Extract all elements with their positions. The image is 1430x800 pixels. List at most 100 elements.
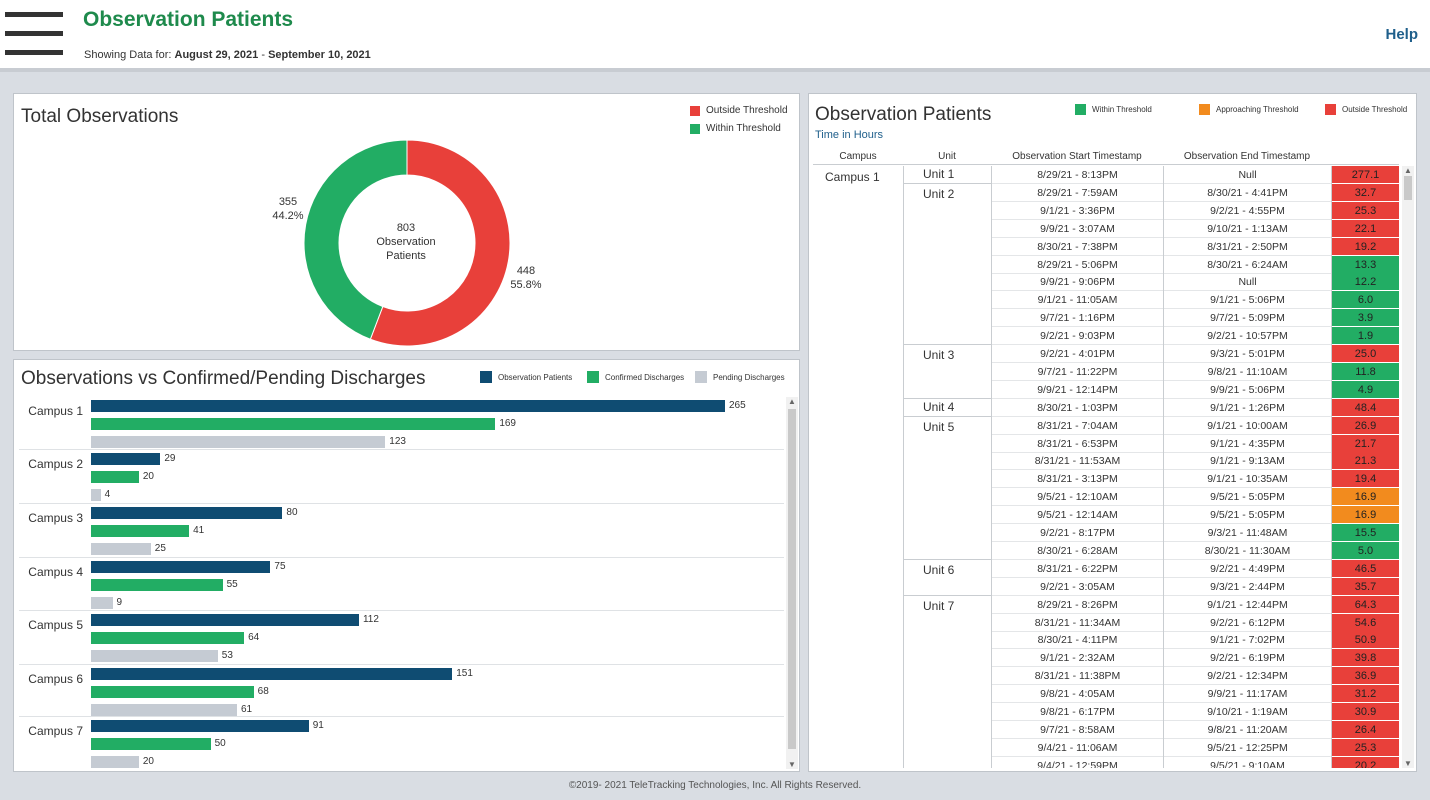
bar-value-label: 29 [164,453,176,464]
pending-bar[interactable] [91,650,218,662]
table-body[interactable]: Campus 1 Unit 1 8/29/21 - 8:13PM Null 277.1 U… [813,166,1399,768]
table-row[interactable]: 9/1/21 - 2:32AM 9/2/21 - 6:19PM 39.8 [813,649,1399,668]
bar-value-label: 25 [154,543,166,554]
confirmed-bar[interactable] [91,418,496,430]
table-row[interactable]: 8/31/21 - 3:13PM 9/1/21 - 10:35AM 19.4 [813,470,1399,489]
table-row[interactable]: 9/8/21 - 6:17PM 9/10/21 - 1:19AM 30.9 [813,703,1399,721]
table-row[interactable]: 9/1/21 - 3:36PM 9/2/21 - 4:55PM 25.3 [813,201,1399,220]
observation-bar[interactable] [91,507,283,519]
legend-outside-threshold[interactable]: Outside Threshold [690,105,788,116]
bar-chart-scrollbar[interactable]: ▲ ▼ [786,397,798,769]
legend-within-threshold[interactable]: Within Threshold [690,123,781,134]
table-row[interactable]: 8/31/21 - 11:34AM 9/2/21 - 6:12PM 54.6 [813,613,1399,632]
donut-slice-within[interactable] [303,139,408,340]
table-row[interactable]: 8/29/21 - 8:13PM Null 277.1 [813,166,1399,184]
table-scrollbar[interactable]: ▲ ▼ [1402,166,1414,768]
table-row[interactable]: 9/5/21 - 12:10AM 9/5/21 - 5:05PM 16.9 [813,488,1399,507]
hamburger-menu-icon[interactable] [5,12,63,56]
confirmed-bar[interactable] [91,525,190,537]
table-row[interactable]: 9/9/21 - 3:07AM 9/10/21 - 1:13AM 22.1 [813,219,1399,238]
pending-bar[interactable] [91,543,151,555]
observation-bar[interactable] [91,453,161,465]
end-timestamp-cell: 9/2/21 - 6:12PM [1164,614,1331,632]
header-start-timestamp[interactable]: Observation Start Timestamp [1012,151,1142,162]
confirmed-bar[interactable] [91,686,254,698]
legend-within-threshold[interactable]: Within Threshold [1075,104,1152,115]
table-row[interactable]: 8/29/21 - 8:26PM 9/1/21 - 12:44PM 64.3 [813,595,1399,614]
legend-confirmed-discharges[interactable]: Confirmed Discharges [587,371,684,383]
hours-cell: 4.9 [1332,380,1399,399]
hours-cell: 26.9 [1332,416,1399,435]
table-row[interactable]: 9/7/21 - 8:58AM 9/8/21 - 11:20AM 26.4 [813,720,1399,739]
table-row[interactable]: 8/30/21 - 1:03PM 9/1/21 - 1:26PM 48.4 [813,398,1399,417]
table-row[interactable]: 9/2/21 - 8:17PM 9/3/21 - 11:48AM 15.5 [813,524,1399,542]
total-observations-panel: Total Observations Outside Threshold Wit… [13,93,800,351]
confirmed-bar[interactable] [91,579,223,591]
campus-label: Campus 2 [28,457,83,471]
table-row[interactable]: 9/2/21 - 4:01PM 9/3/21 - 5:01PM 25.0 [813,345,1399,363]
campus-label: Campus 5 [28,618,83,632]
hours-cell: 15.5 [1332,524,1399,542]
scroll-up-icon[interactable]: ▲ [788,397,796,406]
legend-approaching-threshold[interactable]: Approaching Threshold [1199,104,1299,115]
help-link[interactable]: Help [1385,26,1418,43]
table-subtitle: Time in Hours [815,129,884,141]
table-row[interactable]: 9/7/21 - 11:22PM 9/8/21 - 11:10AM 11.8 [813,362,1399,381]
table-row[interactable]: 9/4/21 - 12:59PM 9/5/21 - 9:10AM 20.2 [813,756,1399,768]
table-row[interactable]: 8/31/21 - 7:04AM 9/1/21 - 10:00AM 26.9 [813,416,1399,435]
confirmed-bar[interactable] [91,632,245,644]
start-timestamp-cell: 9/9/21 - 12:14PM [992,381,1163,399]
pending-bar[interactable] [91,489,101,501]
start-timestamp-cell: 9/7/21 - 8:58AM [992,721,1163,739]
hours-cell: 21.3 [1332,452,1399,471]
table-row[interactable]: 9/4/21 - 11:06AM 9/5/21 - 12:25PM 25.3 [813,738,1399,757]
table-row[interactable]: 9/2/21 - 9:03PM 9/2/21 - 10:57PM 1.9 [813,327,1399,346]
donut-chart[interactable] [14,94,801,352]
scroll-down-icon[interactable]: ▼ [1404,759,1412,768]
table-row[interactable]: 8/31/21 - 6:22PM 9/2/21 - 4:49PM 46.5 [813,559,1399,578]
scroll-up-icon[interactable]: ▲ [1404,166,1412,175]
table-row[interactable]: 8/29/21 - 5:06PM 8/30/21 - 6:24AM 13.3 [813,255,1399,274]
observation-bar[interactable] [91,614,359,626]
donut-slice-outside[interactable] [369,139,511,347]
table-row[interactable]: 9/7/21 - 1:16PM 9/7/21 - 5:09PM 3.9 [813,309,1399,328]
unit-label: Unit 4 [923,399,955,414]
scrollbar-thumb[interactable] [1404,176,1412,200]
bar-chart-area[interactable]: Campus 1 265 169 123 Campus 2 29 20 4 Campus 3 80… [19,397,784,769]
observation-bar[interactable] [91,400,725,412]
pending-bar[interactable] [91,704,237,716]
legend-outside-threshold[interactable]: Outside Threshold [1325,104,1407,115]
table-row[interactable]: 8/29/21 - 7:59AM 8/30/21 - 4:41PM 32.7 [813,183,1399,202]
start-timestamp-cell: 8/29/21 - 7:59AM [992,184,1163,202]
observation-bar[interactable] [91,561,271,573]
table-row[interactable]: 9/5/21 - 12:14AM 9/5/21 - 5:05PM 16.9 [813,506,1399,525]
table-row[interactable]: 9/1/21 - 11:05AM 9/1/21 - 5:06PM 6.0 [813,291,1399,310]
header-unit[interactable]: Unit [938,151,956,162]
start-timestamp-cell: 8/31/21 - 6:53PM [992,435,1163,453]
date-range: Showing Data for: August 29, 2021 - Sept… [84,49,371,61]
table-row[interactable]: 8/30/21 - 6:28AM 8/30/21 - 11:30AM 5.0 [813,541,1399,560]
table-row[interactable]: 9/2/21 - 3:05AM 9/3/21 - 2:44PM 35.7 [813,577,1399,596]
table-row[interactable]: 8/30/21 - 4:11PM 9/1/21 - 7:02PM 50.9 [813,631,1399,650]
table-row[interactable]: 8/31/21 - 11:53AM 9/1/21 - 9:13AM 21.3 [813,452,1399,471]
legend-pending-discharges[interactable]: Pending Discharges [695,371,785,383]
table-row[interactable]: 9/9/21 - 9:06PM Null 12.2 [813,273,1399,292]
header-end-timestamp[interactable]: Observation End Timestamp [1183,151,1311,162]
scrollbar-thumb[interactable] [788,409,796,749]
observation-bar[interactable] [91,668,453,680]
observation-bar[interactable] [91,720,309,732]
confirmed-bar[interactable] [91,738,211,750]
table-row[interactable]: 8/31/21 - 11:38PM 9/2/21 - 12:34PM 36.9 [813,667,1399,686]
table-row[interactable]: 9/8/21 - 4:05AM 9/9/21 - 11:17AM 31.2 [813,685,1399,704]
table-row[interactable]: 8/30/21 - 7:38PM 8/31/21 - 2:50PM 19.2 [813,237,1399,256]
table-row[interactable]: 8/31/21 - 6:53PM 9/1/21 - 4:35PM 21.7 [813,434,1399,453]
confirmed-bar[interactable] [91,471,139,483]
within-data-label: 355 44.2% [268,195,308,223]
pending-bar[interactable] [91,597,113,609]
header-campus[interactable]: Campus [839,151,877,162]
table-row[interactable]: 9/9/21 - 12:14PM 9/9/21 - 5:06PM 4.9 [813,380,1399,399]
scroll-down-icon[interactable]: ▼ [788,760,796,769]
pending-bar[interactable] [91,756,139,768]
legend-observation-patients[interactable]: Observation Patients [480,371,572,383]
pending-bar[interactable] [91,436,386,448]
